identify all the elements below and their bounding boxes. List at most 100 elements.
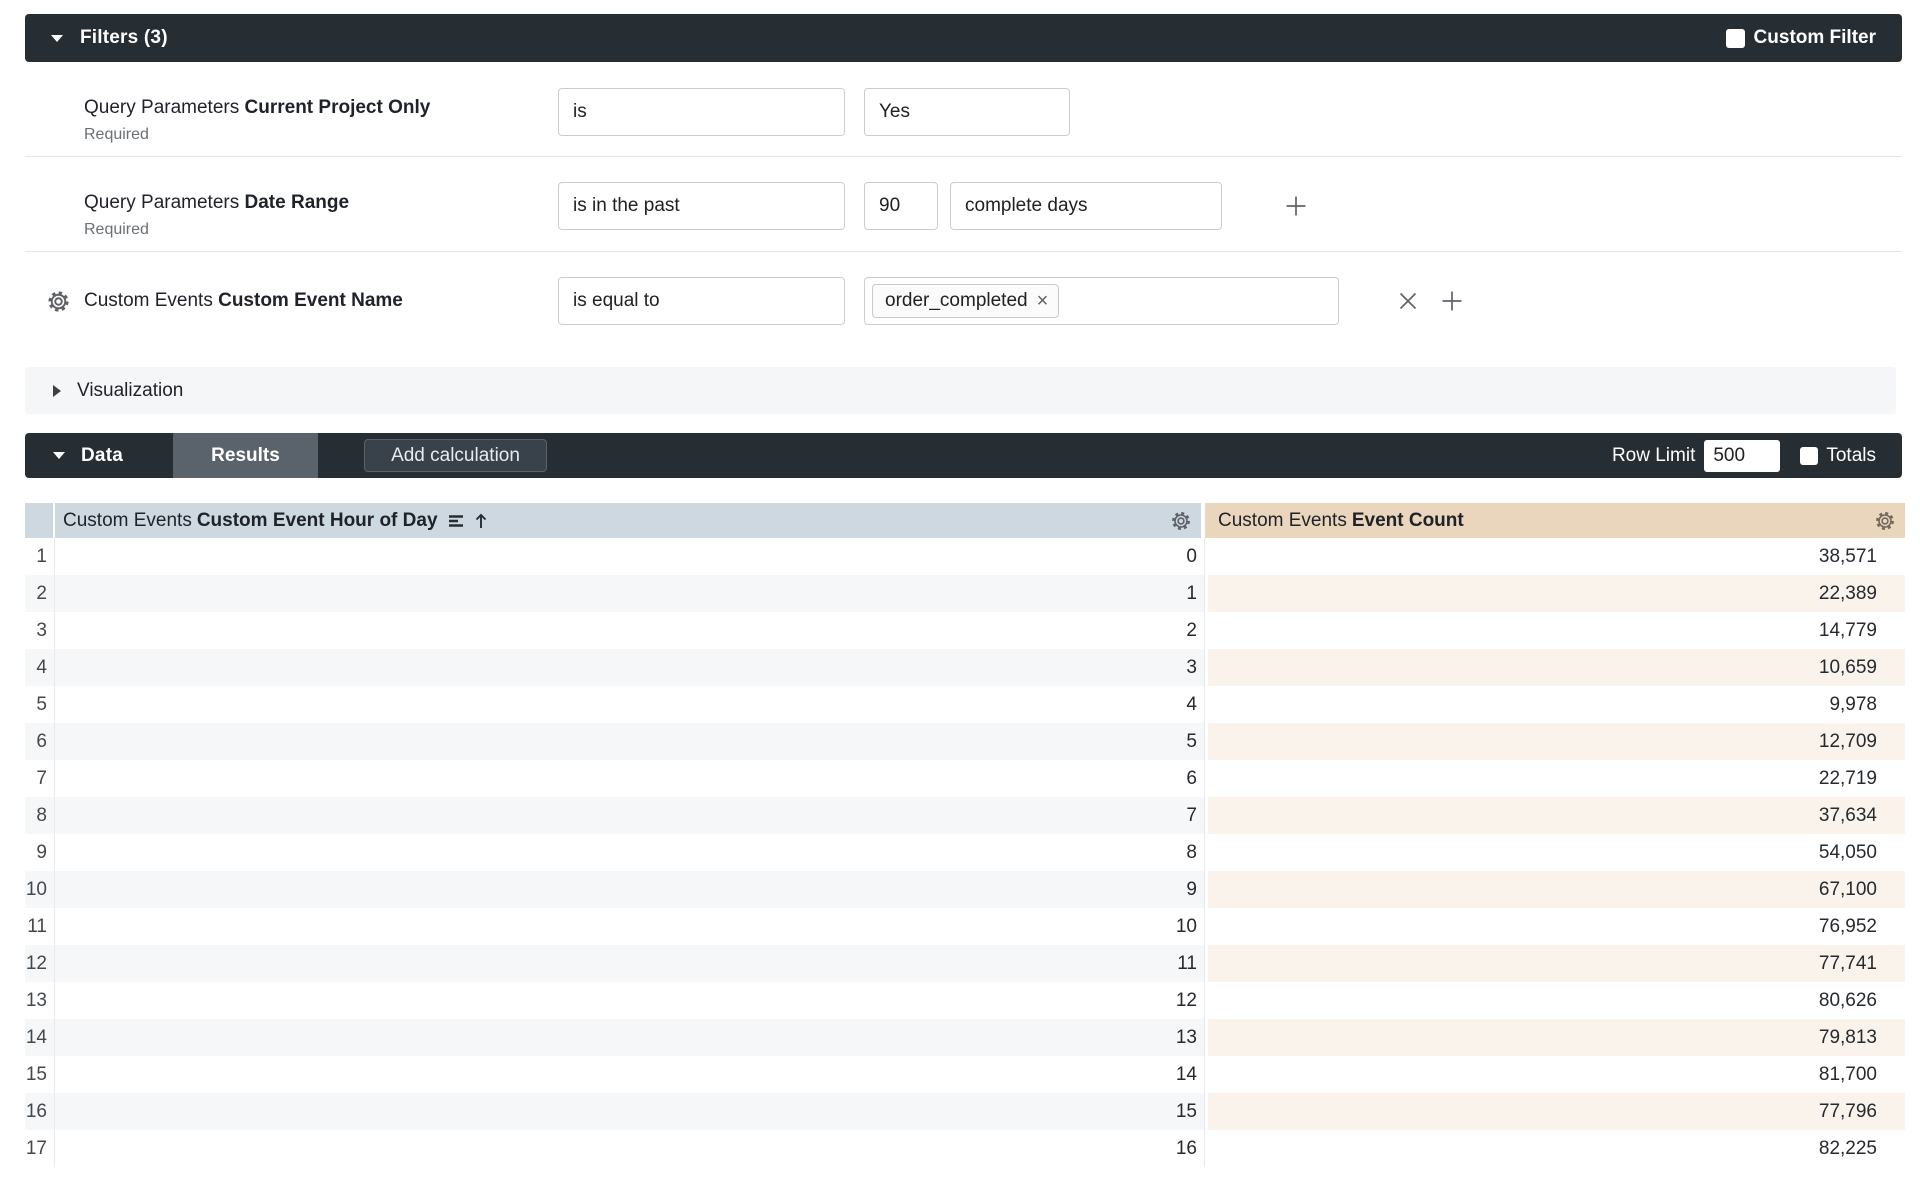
column-header-event-count[interactable]: Custom Events Event Count (1205, 503, 1905, 538)
tab-results[interactable]: Results (173, 433, 318, 478)
table-row: 17 16 82,225 (25, 1130, 1905, 1167)
hour-of-day-cell[interactable]: 16 (55, 1130, 1205, 1167)
filter-gear-icon[interactable] (44, 287, 72, 315)
hour-of-day-cell[interactable]: 10 (55, 908, 1205, 945)
totals-label: Totals (1826, 444, 1876, 466)
event-count-cell[interactable]: 22,719 (1205, 760, 1905, 797)
hour-of-day-cell[interactable]: 9 (55, 871, 1205, 908)
hour-of-day-cell[interactable]: 8 (55, 834, 1205, 871)
event-count-cell[interactable]: 12,709 (1205, 723, 1905, 760)
event-count-cell[interactable]: 67,100 (1205, 871, 1905, 908)
row-number: 4 (25, 649, 55, 686)
hour-of-day-cell[interactable]: 4 (55, 686, 1205, 723)
event-count-cell[interactable]: 54,050 (1205, 834, 1905, 871)
column-header-hour-of-day[interactable]: Custom Events Custom Event Hour of Day (55, 503, 1205, 538)
hour-of-day-cell[interactable]: 2 (55, 612, 1205, 649)
chip-close-icon[interactable]: × (1036, 290, 1049, 312)
table-body: 1 0 38,571 2 1 22,389 3 2 14,779 4 3 10,… (25, 538, 1905, 1167)
data-section-header[interactable]: Data Results Add calculation Row Limit T… (25, 433, 1902, 478)
row-limit-group: Row Limit Totals (1612, 433, 1876, 478)
table-row: 13 12 80,626 (25, 982, 1905, 1019)
event-count-cell[interactable]: 37,634 (1205, 797, 1905, 834)
event-count-cell[interactable]: 14,779 (1205, 612, 1905, 649)
event-count-cell[interactable]: 82,225 (1205, 1130, 1905, 1167)
custom-filter-group: Custom Filter (1725, 27, 1876, 49)
divider (25, 156, 1902, 157)
remove-filter-icon[interactable] (1394, 287, 1422, 315)
collapse-triangle-icon[interactable] (53, 452, 65, 459)
hour-of-day-cell[interactable]: 7 (55, 797, 1205, 834)
row-number: 12 (25, 945, 55, 982)
event-count-cell[interactable]: 77,796 (1205, 1093, 1905, 1130)
table-row: 11 10 76,952 (25, 908, 1905, 945)
row-number: 10 (25, 871, 55, 908)
row-number: 15 (25, 1056, 55, 1093)
add-filter-value-icon[interactable] (1282, 192, 1310, 220)
hour-of-day-cell[interactable]: 0 (55, 538, 1205, 575)
row-number: 17 (25, 1130, 55, 1167)
hour-of-day-cell[interactable]: 5 (55, 723, 1205, 760)
event-count-cell[interactable]: 76,952 (1205, 908, 1905, 945)
add-filter-value-icon[interactable] (1438, 287, 1466, 315)
column-gear-icon[interactable] (1169, 509, 1193, 533)
filters-section-header[interactable]: Filters (3) Custom Filter (25, 14, 1902, 62)
row-number: 2 (25, 575, 55, 612)
column-gear-icon[interactable] (1873, 509, 1897, 533)
table-row: 5 4 9,978 (25, 686, 1905, 723)
row-number: 13 (25, 982, 55, 1019)
row-number: 9 (25, 834, 55, 871)
row-number: 14 (25, 1019, 55, 1056)
sort-ascending-icon (475, 513, 486, 528)
custom-filter-label: Custom Filter (1753, 27, 1876, 48)
filter3-value-input[interactable]: order_completed × (864, 277, 1339, 325)
data-title: Data (81, 444, 123, 466)
row-number: 5 (25, 686, 55, 723)
filter-list-icon (448, 514, 463, 527)
hour-of-day-cell[interactable]: 12 (55, 982, 1205, 1019)
table-row: 7 6 22,719 (25, 760, 1905, 797)
hour-of-day-cell[interactable]: 14 (55, 1056, 1205, 1093)
hour-of-day-cell[interactable]: 1 (55, 575, 1205, 612)
hour-of-day-cell[interactable]: 13 (55, 1019, 1205, 1056)
divider (25, 251, 1902, 252)
hour-of-day-cell[interactable]: 3 (55, 649, 1205, 686)
visualization-title: Visualization (77, 379, 184, 401)
row-number: 11 (25, 908, 55, 945)
event-count-cell[interactable]: 38,571 (1205, 538, 1905, 575)
event-count-cell[interactable]: 81,700 (1205, 1056, 1905, 1093)
filter3-operator-input[interactable] (558, 277, 845, 325)
event-count-cell[interactable]: 79,813 (1205, 1019, 1905, 1056)
hour-of-day-cell[interactable]: 15 (55, 1093, 1205, 1130)
filter2-amount-input[interactable] (864, 182, 938, 230)
add-calculation-button[interactable]: Add calculation (364, 439, 547, 472)
row-limit-input[interactable] (1704, 439, 1781, 472)
collapse-triangle-icon[interactable] (51, 34, 63, 42)
filter2-operator-input[interactable] (558, 182, 845, 230)
table-row: 6 5 12,709 (25, 723, 1905, 760)
expand-triangle-icon[interactable] (53, 384, 61, 397)
custom-filter-checkbox[interactable] (1725, 28, 1745, 48)
event-count-cell[interactable]: 22,389 (1205, 575, 1905, 612)
table-row: 8 7 37,634 (25, 797, 1905, 834)
event-count-cell[interactable]: 80,626 (1205, 982, 1905, 1019)
row-number: 8 (25, 797, 55, 834)
table-row: 2 1 22,389 (25, 575, 1905, 612)
filter1-operator-input[interactable] (558, 88, 845, 136)
table-header-row: Custom Events Custom Event Hour of Day C… (25, 503, 1905, 538)
filter2-unit-input[interactable] (950, 182, 1222, 230)
visualization-section-header[interactable]: Visualization (25, 367, 1896, 414)
totals-checkbox[interactable] (1800, 446, 1819, 465)
row-number: 1 (25, 538, 55, 575)
row-limit-label: Row Limit (1611, 444, 1696, 466)
required-note: Required (84, 126, 149, 143)
row-number: 7 (25, 760, 55, 797)
hour-of-day-cell[interactable]: 11 (55, 945, 1205, 982)
filter1-value-input[interactable] (864, 88, 1070, 136)
hour-of-day-cell[interactable]: 6 (55, 760, 1205, 797)
filter-value-chip[interactable]: order_completed × (872, 284, 1060, 318)
filter-label-date-range: Query Parameters Date Range Required (84, 192, 349, 241)
event-count-cell[interactable]: 10,659 (1205, 649, 1905, 686)
table-row: 15 14 81,700 (25, 1056, 1905, 1093)
event-count-cell[interactable]: 77,741 (1205, 945, 1905, 982)
event-count-cell[interactable]: 9,978 (1205, 686, 1905, 723)
